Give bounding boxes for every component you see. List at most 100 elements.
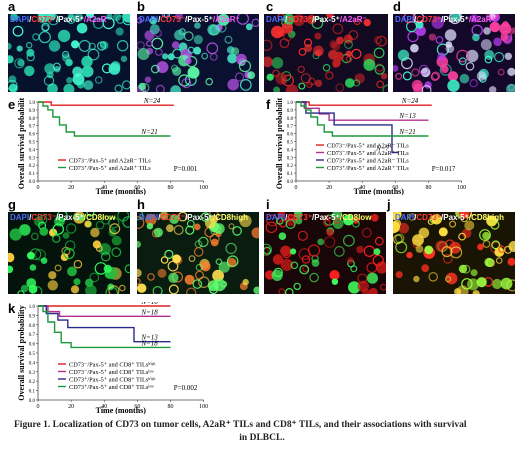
cell-mark	[117, 212, 130, 222]
cell-mark	[458, 264, 468, 274]
panel-letter-b: b	[137, 0, 145, 14]
cell-mark	[213, 278, 226, 292]
cell-mark	[61, 50, 70, 59]
cell-mark	[8, 265, 14, 274]
cell-mark	[217, 14, 230, 26]
series-n-label: N=16	[140, 302, 158, 306]
cell-mark	[48, 14, 56, 21]
cell-mark	[314, 32, 322, 40]
cell-mark	[74, 14, 84, 22]
cell-mark	[454, 288, 462, 294]
x-tick-label: 80	[425, 185, 431, 191]
micro-label-part: /A2aR	[83, 15, 107, 24]
cell-mark	[96, 41, 107, 51]
micro-image-c: DAPI/CD73⁺/Pax-5⁺/A2aR⁻	[264, 14, 388, 92]
y-tick-label: 0.8	[29, 324, 36, 329]
cell-mark	[500, 33, 509, 41]
cell-mark	[438, 227, 448, 237]
cell-mark	[490, 220, 500, 230]
cell-mark	[166, 224, 174, 233]
cell-mark	[418, 227, 430, 239]
series-n-label: N=7	[375, 145, 389, 153]
cell-mark	[66, 15, 76, 25]
cell-mark	[482, 231, 490, 240]
cell-mark	[298, 248, 311, 261]
micro-label-part: ⁺	[436, 15, 442, 24]
x-tick-label: 0	[37, 185, 40, 191]
cell-mark	[90, 227, 100, 238]
cell-mark	[37, 214, 48, 225]
panel-letter-d: d	[393, 0, 401, 14]
cell-mark	[200, 261, 211, 272]
cell-mark	[507, 257, 515, 266]
cell-mark	[40, 257, 48, 265]
cell-mark	[413, 275, 420, 283]
cell-mark	[315, 49, 322, 57]
cell-mark	[95, 220, 105, 230]
cell-mark	[8, 42, 12, 50]
cell-mark	[66, 77, 73, 84]
cell-mark	[458, 232, 466, 241]
micro-label-part: /	[414, 15, 417, 24]
cell-mark	[124, 264, 130, 274]
panel-letter-h: h	[137, 197, 145, 212]
cell-mark	[499, 22, 512, 35]
legend-entry: CD73⁻/Pax-5⁺ and A2aR⁻ TILs	[327, 142, 409, 149]
y-tick-label: 0.0	[287, 180, 294, 185]
y-tick-label: 0.5	[287, 141, 294, 146]
cell-mark	[247, 71, 256, 80]
cell-mark	[329, 40, 338, 49]
legend-entry: CD73⁺/Pax-5⁺ and CD8⁺ TILsʰⁱᵍʰ	[69, 375, 155, 383]
y-tick-label: 0.3	[29, 371, 36, 376]
micro-label-part: CD73	[31, 15, 52, 24]
cell-mark	[264, 39, 273, 51]
cell-mark	[306, 14, 317, 25]
cell-mark	[224, 35, 233, 44]
cell-mark	[351, 48, 362, 60]
cell-mark	[271, 269, 283, 282]
cell-mark	[406, 251, 413, 259]
cell-mark	[169, 214, 180, 225]
micro-label-part: ⁺	[307, 213, 313, 222]
cell-mark	[418, 64, 429, 75]
cell-mark	[114, 84, 123, 92]
cell-mark	[144, 76, 152, 83]
cell-mark	[393, 65, 399, 72]
cell-mark	[73, 278, 81, 286]
cell-mark	[150, 64, 160, 74]
cell-mark	[479, 229, 491, 241]
cell-mark	[493, 37, 502, 47]
cell-mark	[194, 270, 204, 280]
cell-mark	[266, 73, 274, 81]
cell-mark	[209, 53, 218, 61]
cell-mark	[489, 86, 497, 92]
cell-mark	[137, 277, 141, 285]
cell-mark	[290, 248, 297, 255]
cell-mark	[43, 75, 55, 87]
km-series-line	[296, 101, 429, 137]
cell-mark	[188, 255, 196, 262]
km-series-line	[38, 101, 171, 137]
series-n-label: N=21	[398, 128, 415, 136]
micro-label-part: low	[358, 213, 372, 222]
cell-mark	[412, 234, 424, 246]
micro-label-part: CD73	[287, 15, 308, 24]
cell-mark	[491, 240, 501, 250]
cell-mark	[160, 256, 169, 264]
cell-mark	[464, 220, 475, 231]
y-tick-label: 0.0	[29, 180, 36, 185]
micro-label-part: ⁻	[180, 15, 186, 24]
cell-mark	[311, 17, 324, 29]
cell-mark	[17, 290, 25, 294]
cell-mark	[81, 55, 93, 68]
cell-mark	[137, 47, 150, 60]
cell-mark	[85, 284, 97, 294]
cell-mark	[48, 40, 61, 52]
cell-mark	[92, 17, 104, 29]
x-tick-label: 60	[134, 404, 140, 410]
cell-mark	[503, 245, 512, 254]
cell-mark	[276, 217, 284, 225]
y-tick-label: 0.6	[287, 133, 294, 138]
cell-mark	[372, 254, 384, 266]
micro-label-c: DAPI/CD73⁺/Pax-5⁺/A2aR⁻	[266, 16, 367, 24]
